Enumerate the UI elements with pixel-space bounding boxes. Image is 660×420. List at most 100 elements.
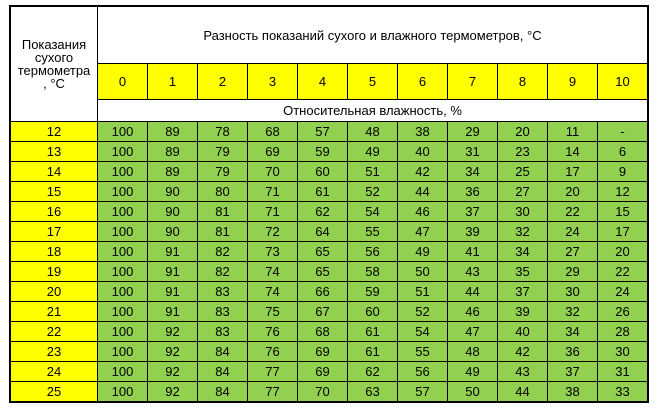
humidity-value-cell: 47 xyxy=(397,221,448,242)
humidity-value-cell: 84 xyxy=(197,381,248,403)
humidity-value-cell: 81 xyxy=(197,221,248,242)
humidity-value-cell: 38 xyxy=(547,381,598,403)
table-row: 21 100 91 83 75 67 60 52 46 39 32 26 xyxy=(9,301,649,322)
diff-column-header: 8 xyxy=(497,63,548,100)
humidity-value-cell: 90 xyxy=(147,181,198,202)
humidity-value-cell: 77 xyxy=(247,361,298,382)
humidity-value-cell: 37 xyxy=(547,361,598,382)
humidity-value-cell: 52 xyxy=(397,301,448,322)
humidity-value-cell: 28 xyxy=(597,321,649,342)
humidity-value-cell: 54 xyxy=(397,321,448,342)
humidity-value-cell: 69 xyxy=(297,361,348,382)
dry-temp-cell: 12 xyxy=(9,121,98,142)
humidity-value-cell: 61 xyxy=(347,321,398,342)
dry-temp-cell: 19 xyxy=(9,261,98,282)
humidity-value-cell: 49 xyxy=(447,361,498,382)
dry-temp-cell: 15 xyxy=(9,181,98,202)
humidity-value-cell: 61 xyxy=(347,341,398,362)
humidity-value-cell: 73 xyxy=(247,241,298,262)
humidity-value-cell: 100 xyxy=(97,301,148,322)
humidity-value-cell: 84 xyxy=(197,361,248,382)
humidity-value-cell: 81 xyxy=(197,201,248,222)
humidity-value-cell: 24 xyxy=(547,221,598,242)
table-body: Показания сухого термометра , °С Разност… xyxy=(9,5,649,403)
humidity-value-cell: 92 xyxy=(147,321,198,342)
humidity-value-cell: 77 xyxy=(247,381,298,403)
humidity-value-cell: 46 xyxy=(397,201,448,222)
humidity-value-cell: 62 xyxy=(347,361,398,382)
humidity-value-cell: 91 xyxy=(147,261,198,282)
humidity-value-cell: 20 xyxy=(497,121,548,142)
humidity-value-cell: 92 xyxy=(147,381,198,403)
humidity-value-cell: 51 xyxy=(397,281,448,302)
humidity-value-cell: 36 xyxy=(447,181,498,202)
humidity-value-cell: 17 xyxy=(597,221,649,242)
humidity-value-cell: 84 xyxy=(197,341,248,362)
dry-temp-cell: 22 xyxy=(9,321,98,342)
diff-column-header: 10 xyxy=(597,63,649,100)
humidity-value-cell: 71 xyxy=(247,201,298,222)
dry-temp-cell: 16 xyxy=(9,201,98,222)
dry-temp-cell: 13 xyxy=(9,141,98,162)
humidity-value-cell: 37 xyxy=(497,281,548,302)
humidity-value-cell: 82 xyxy=(197,261,248,282)
humidity-value-cell: 70 xyxy=(247,161,298,182)
humidity-value-cell: 83 xyxy=(197,321,248,342)
humidity-value-cell: 51 xyxy=(347,161,398,182)
humidity-value-cell: 14 xyxy=(547,141,598,162)
humidity-value-cell: 74 xyxy=(247,281,298,302)
humidity-value-cell: 79 xyxy=(197,161,248,182)
humidity-value-cell: 40 xyxy=(497,321,548,342)
dry-temp-cell: 17 xyxy=(9,221,98,242)
humidity-value-cell: 34 xyxy=(497,241,548,262)
humidity-value-cell: 42 xyxy=(397,161,448,182)
table-row: 22 100 92 83 76 68 61 54 47 40 34 28 xyxy=(9,321,649,342)
humidity-value-cell: 30 xyxy=(597,341,649,362)
humidity-value-cell: 48 xyxy=(347,121,398,142)
corner-header-dry-thermometer: Показания сухого термометра , °С xyxy=(9,5,98,122)
humidity-value-cell: 30 xyxy=(497,201,548,222)
humidity-value-cell: 43 xyxy=(497,361,548,382)
humidity-header-row: Относительная влажность, % xyxy=(10,99,649,122)
humidity-value-cell: 89 xyxy=(147,141,198,162)
table-row: 24 100 92 84 77 69 62 56 49 43 37 31 xyxy=(9,361,649,382)
diff-column-header: 6 xyxy=(397,63,448,100)
humidity-value-cell: 30 xyxy=(547,281,598,302)
humidity-value-cell: 70 xyxy=(297,381,348,403)
humidity-value-cell: 36 xyxy=(547,341,598,362)
humidity-value-cell: 100 xyxy=(97,241,148,262)
humidity-value-cell: 89 xyxy=(147,121,198,142)
dry-temp-cell: 23 xyxy=(9,341,98,362)
table-row: 23 100 92 84 76 69 61 55 48 42 36 30 xyxy=(9,341,649,362)
humidity-value-cell: 100 xyxy=(97,121,148,142)
diff-column-header: 7 xyxy=(447,63,498,100)
humidity-value-cell: 22 xyxy=(547,201,598,222)
table-row: 14 100 89 79 70 60 51 42 34 25 17 9 xyxy=(9,161,649,182)
humidity-value-cell: 27 xyxy=(497,181,548,202)
humidity-value-cell: 61 xyxy=(297,181,348,202)
humidity-value-cell: 33 xyxy=(597,381,649,403)
humidity-value-cell: 22 xyxy=(597,261,649,282)
humidity-value-cell: 27 xyxy=(547,241,598,262)
humidity-value-cell: 49 xyxy=(347,141,398,162)
humidity-value-cell: 26 xyxy=(597,301,649,322)
humidity-header: Относительная влажность, % xyxy=(97,99,649,122)
humidity-value-cell: 60 xyxy=(297,161,348,182)
table-row: 17 100 90 81 72 64 55 47 39 32 24 17 xyxy=(9,221,649,242)
dry-temp-cell: 25 xyxy=(9,381,98,403)
diff-column-header: 0 xyxy=(97,63,148,100)
humidity-value-cell: 52 xyxy=(347,181,398,202)
humidity-value-cell: - xyxy=(597,121,649,142)
humidity-value-cell: 92 xyxy=(147,341,198,362)
diff-column-header: 4 xyxy=(297,63,348,100)
humidity-value-cell: 100 xyxy=(97,321,148,342)
humidity-value-cell: 90 xyxy=(147,201,198,222)
humidity-value-cell: 69 xyxy=(297,341,348,362)
humidity-value-cell: 57 xyxy=(297,121,348,142)
humidity-value-cell: 90 xyxy=(147,221,198,242)
humidity-value-cell: 69 xyxy=(247,141,298,162)
table-row: 15 100 90 80 71 61 52 44 36 27 20 12 xyxy=(9,181,649,202)
humidity-value-cell: 71 xyxy=(247,181,298,202)
table-row: 19 100 91 82 74 65 58 50 43 35 29 22 xyxy=(9,261,649,282)
humidity-value-cell: 65 xyxy=(297,261,348,282)
